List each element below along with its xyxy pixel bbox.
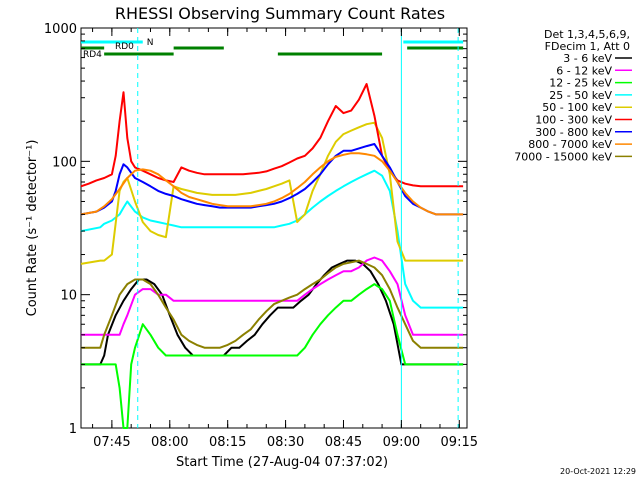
series-lines — [80, 83, 464, 429]
timestamp-label: 20-Oct-2021 12:29 — [560, 467, 636, 476]
legend-header-line-1: Det 1,3,4,5,6,9, — [544, 28, 630, 41]
x-tick-label-6: 09:15 — [441, 435, 478, 450]
series-line-1 — [81, 256, 464, 336]
y-tick-label-0: 1 — [69, 422, 77, 437]
legend-label-0: 3 - 6 keV — [563, 52, 612, 65]
series-line-8 — [81, 259, 464, 349]
annotation-label-rd4: RD4 — [83, 50, 102, 60]
series-line-2 — [81, 283, 464, 429]
y-tick-label-1: 10 — [60, 289, 77, 304]
y-tick-label-2: 100 — [52, 155, 77, 170]
series-line-6 — [80, 143, 464, 216]
vertical-markers — [137, 28, 459, 428]
chart-title: RHESSI Observing Summary Count Rates — [115, 4, 445, 23]
x-axis-ticks: 07:45 08:00 08:15 08:30 08:45 09:00 09:15 — [92, 28, 478, 450]
x-axis-label: Start Time (27-Aug-04 07:37:02) — [176, 455, 388, 470]
x-tick-label-2: 08:15 — [209, 435, 246, 450]
x-tick-label-0: 07:45 — [93, 435, 130, 450]
legend-label-8: 7000 - 15000 keV — [514, 150, 612, 163]
legend-label-2: 12 - 25 keV — [549, 77, 612, 90]
series-line-7 — [80, 152, 464, 216]
legend-label-5: 100 - 300 keV — [535, 114, 612, 127]
plot-area: N RD0 RD4 — [80, 27, 468, 429]
legend-label-1: 6 - 12 keV — [556, 64, 612, 77]
annotation-label-n: N — [147, 38, 154, 48]
x-tick-label-5: 09:00 — [383, 435, 420, 450]
legend-label-4: 50 - 100 keV — [542, 101, 612, 114]
y-axis-label: Count Rate (s⁻¹ detector⁻¹) — [25, 140, 40, 317]
annotation-label-rd0: RD0 — [115, 42, 134, 52]
plot-frame — [80, 27, 468, 429]
y-tick-label-3: 1000 — [44, 22, 77, 37]
legend-label-3: 25 - 50 keV — [549, 89, 612, 102]
series-line-4 — [80, 121, 464, 265]
legend-header-line-2: FDecim 1, Att 0 — [545, 40, 630, 53]
legend-label-6: 300 - 800 keV — [535, 126, 612, 139]
series-line-0 — [81, 259, 464, 366]
x-tick-label-1: 08:00 — [151, 435, 188, 450]
annotation-bars: N RD0 RD4 — [81, 38, 464, 60]
y-axis-ticks: 1 10 100 1000 — [44, 22, 467, 437]
legend: Det 1,3,4,5,6,9, FDecim 1, Att 0 3 - 6 k… — [514, 28, 632, 163]
series-line-3 — [80, 169, 464, 309]
x-tick-label-3: 08:30 — [267, 435, 304, 450]
legend-label-7: 800 - 7000 keV — [528, 138, 612, 151]
x-tick-label-4: 08:45 — [325, 435, 362, 450]
